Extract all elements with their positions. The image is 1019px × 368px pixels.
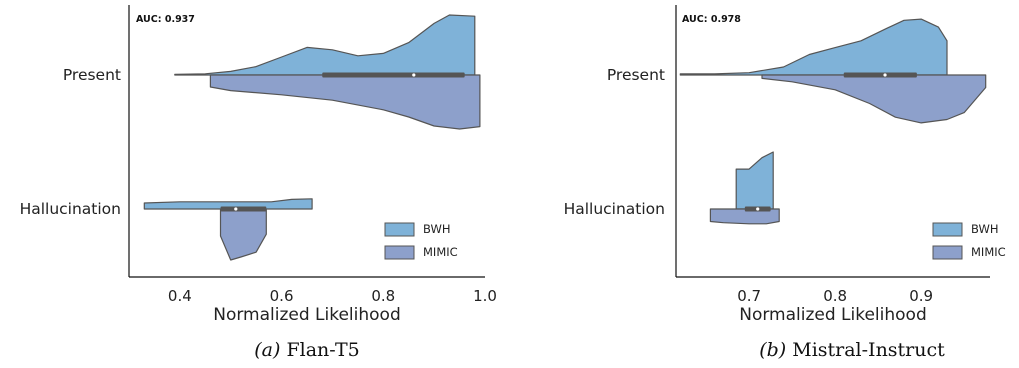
violin-bwh-hallucination: [735, 151, 774, 210]
caption-letter: (a): [254, 339, 286, 361]
x-tick-label: 0.8: [371, 287, 395, 305]
median-hallucination: [756, 207, 760, 211]
violin-mimic-present: [761, 74, 987, 124]
x-axis-title: Normalized Likelihood: [739, 305, 927, 325]
legend-swatch-bwh: [932, 222, 963, 237]
legend-swatch-bwh: [384, 222, 415, 237]
figure-caption: (b) Mistral-Instruct: [759, 339, 945, 361]
legend-swatch-mimic: [932, 245, 963, 260]
caption-name: Mistral-Instruct: [792, 339, 945, 361]
legend-label-bwh: BWH: [423, 222, 451, 236]
violin-mimic-hallucination: [709, 208, 780, 225]
x-tick-label: 1.0: [473, 287, 497, 305]
legend-label-mimic: MIMIC: [423, 245, 458, 259]
auc-annotation: AUC: 0.937: [136, 14, 195, 25]
auc-annotation: AUC: 0.978: [682, 14, 741, 25]
chart-panel-2: 0.7 0.8 0.9 Present Hallucination Normalized …: [564, 5, 1006, 361]
box-present: [322, 72, 465, 78]
x-tick-label: 0.7: [737, 287, 761, 305]
x-tick-label: 0.8: [823, 287, 847, 305]
x-tick-label: 0.6: [270, 287, 294, 305]
violin-bwh-present: [174, 14, 476, 76]
legend-label-bwh: BWH: [971, 222, 999, 236]
violin-mimic-present: [209, 74, 481, 130]
chart-panel-1: 0.4 0.6 0.8 1.0 Present Hallucination Normaliz…: [20, 5, 497, 361]
category-label-hallucination: Hallucination: [20, 200, 121, 218]
caption-name: Flan-T5: [286, 339, 359, 361]
x-tick-label: 0.9: [909, 287, 933, 305]
x-axis-title: Normalized Likelihood: [213, 305, 401, 325]
category-label-present: Present: [63, 66, 121, 84]
median-present: [412, 73, 416, 77]
median-hallucination: [234, 207, 238, 211]
category-label-present: Present: [607, 66, 665, 84]
caption-letter: (b): [759, 339, 792, 361]
median-present: [883, 73, 887, 77]
box-present: [843, 72, 917, 78]
violin-bwh-present: [679, 18, 948, 76]
legend-swatch-mimic: [384, 245, 415, 260]
legend-label-mimic: MIMIC: [971, 245, 1006, 259]
violin-mimic-hallucination: [219, 208, 267, 261]
category-label-hallucination: Hallucination: [564, 200, 665, 218]
x-tick-label: 0.4: [168, 287, 192, 305]
violin-bwh-hallucination: [143, 198, 313, 210]
figure-caption: (a) Flan-T5: [254, 339, 360, 361]
box-hallucination: [220, 206, 267, 212]
